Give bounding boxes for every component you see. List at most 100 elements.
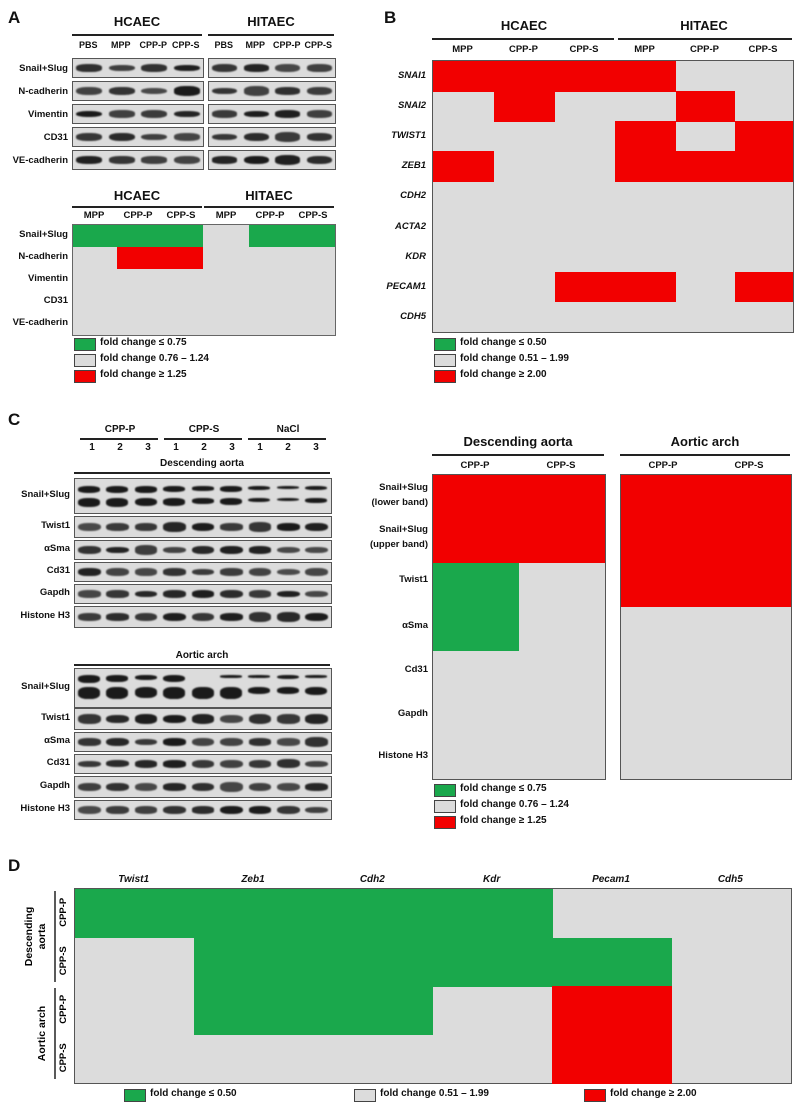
blot-band	[276, 759, 300, 769]
blot-row-label: Twist1	[41, 520, 70, 531]
blot-strip	[74, 668, 332, 708]
blot-band	[134, 498, 157, 507]
heat-col-label: CPP-S	[166, 210, 196, 221]
blot-band	[76, 86, 103, 96]
blot-band	[305, 783, 329, 791]
legend-label: fold change ≥ 1.25	[100, 369, 187, 380]
blot-row-label: αSma	[44, 543, 70, 554]
legend-swatch-grey	[434, 800, 456, 813]
blot-row-label: VE-cadherin	[12, 155, 68, 166]
heat-col-label: Pecam1	[592, 874, 630, 885]
tissue-descending-aorta: Descending aorta	[160, 458, 244, 469]
blot-band	[220, 486, 242, 492]
blot-band	[163, 486, 186, 492]
blot-band	[248, 498, 271, 503]
blot-band	[141, 133, 168, 141]
heat-cell-green	[293, 225, 335, 247]
blot-band	[173, 64, 200, 72]
blot-band	[191, 737, 215, 747]
blot-group-hcaec: HCAEC	[113, 14, 161, 29]
blot-band	[106, 805, 130, 814]
blot-band	[212, 63, 238, 73]
heat-row-label: ACTA2	[395, 220, 426, 232]
divider	[618, 38, 792, 40]
legend-label: fold change ≤ 0.75	[460, 783, 547, 794]
blot-band	[134, 806, 158, 814]
blot-band	[163, 687, 186, 699]
blot-row-label: Cd31	[46, 565, 70, 576]
heat-cell-red	[676, 91, 735, 122]
heat-row-label: Snail+Slug	[19, 229, 68, 240]
blot-band	[134, 760, 158, 768]
blot-band	[305, 675, 328, 678]
heat-row-label: PECAM1	[386, 280, 426, 292]
blot-band	[248, 612, 272, 622]
heat-col-label: MPP	[215, 210, 237, 221]
heat-col-label: MPP	[634, 44, 655, 55]
legend-label: fold change ≥ 2.00	[460, 369, 547, 380]
blot-strip	[72, 104, 204, 124]
blot-band	[134, 545, 158, 555]
heat-row-label: Histone H3	[378, 750, 428, 761]
blot-band	[243, 110, 269, 118]
blot-band	[220, 523, 243, 531]
blot-band	[220, 759, 243, 769]
heat-cell-red	[552, 1034, 673, 1084]
heat-cell-red	[615, 61, 676, 92]
lane-number: 3	[229, 442, 235, 453]
blot-band	[275, 132, 301, 142]
heatmap-grid	[620, 474, 792, 780]
heat-col-label: CPP-P	[123, 210, 153, 221]
blot-row-label: Histone H3	[20, 803, 70, 814]
blot-row-label: αSma	[44, 735, 70, 746]
legend-label: fold change ≤ 0.50	[460, 337, 547, 348]
heat-cell-green	[249, 225, 293, 247]
heatmap-grid	[432, 60, 794, 333]
blot-band	[276, 590, 300, 598]
blot-band	[108, 64, 135, 72]
blot-band	[306, 155, 332, 165]
blot-band	[243, 132, 269, 142]
blot-strip	[74, 562, 332, 582]
blot-band	[276, 675, 299, 680]
heatmap-grid	[74, 888, 792, 1084]
heat-col-label: MPP	[452, 44, 473, 55]
blot-band	[305, 498, 328, 503]
blot-band	[305, 760, 329, 768]
blot-band	[212, 87, 238, 95]
blot-band	[108, 132, 135, 142]
heat-row-label: Gapdh	[397, 708, 428, 719]
legend-swatch-red	[74, 370, 96, 383]
blot-row-label: CD31	[43, 132, 68, 143]
heat-col-label: CPP-S	[748, 44, 778, 55]
heat-cell-red	[555, 61, 615, 92]
blot-band	[77, 522, 101, 532]
heat-col-label: CPP-S	[298, 210, 328, 221]
legend-label: fold change ≤ 0.50	[150, 1088, 237, 1099]
lane-number: 1	[173, 442, 179, 453]
blot-strip	[74, 540, 332, 560]
blot-band	[77, 782, 101, 792]
lane-label: PBS	[214, 40, 233, 50]
heat-cell-red	[707, 563, 791, 607]
lane-number: 3	[145, 442, 151, 453]
heat-col-label: CPP-P	[648, 460, 678, 471]
heat-cell-red	[519, 475, 605, 519]
heat-cell-green	[433, 889, 553, 938]
blot-band	[78, 687, 100, 699]
heat-cell-green	[313, 937, 434, 987]
blot-band	[248, 713, 272, 725]
divider	[204, 206, 334, 208]
heat-col-label: Cdh2	[359, 874, 385, 885]
blot-band	[163, 590, 186, 598]
lane-number: 1	[89, 442, 95, 453]
divider	[248, 438, 326, 440]
blot-band	[212, 156, 238, 164]
heat-cell-red	[552, 986, 673, 1035]
blot-band	[191, 522, 215, 531]
blot-band	[275, 155, 301, 165]
heat-cell-red	[433, 61, 494, 92]
blot-band	[220, 675, 242, 678]
blot-band	[173, 110, 200, 118]
blot-strip	[74, 606, 332, 628]
